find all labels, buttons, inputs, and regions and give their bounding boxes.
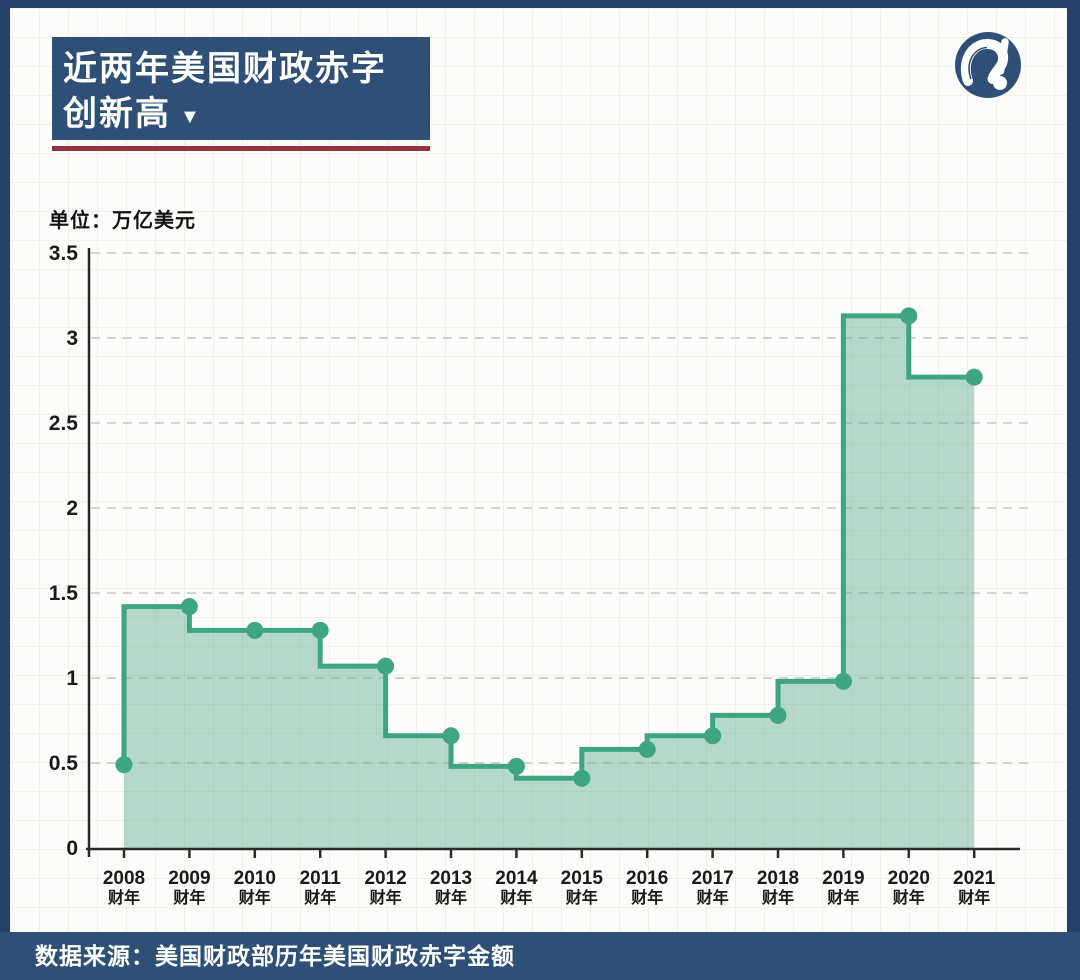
svg-text:2021: 2021: [953, 868, 996, 889]
svg-text:2.5: 2.5: [49, 412, 79, 435]
page-title-line2: 创新高 ▼: [63, 95, 200, 133]
svg-text:2012: 2012: [364, 868, 406, 889]
svg-text:2009: 2009: [168, 868, 210, 889]
svg-text:财年: 财年: [630, 888, 663, 907]
svg-text:2019: 2019: [822, 868, 864, 889]
deficit-step-chart: 3.532.521.510.502008财年2009财年2010财年2011财年…: [49, 242, 1028, 907]
svg-text:2018: 2018: [757, 868, 799, 889]
svg-text:财年: 财年: [172, 888, 205, 907]
title-card: 近两年美国财政赤字 创新高 ▼: [52, 37, 430, 140]
svg-text:财年: 财年: [303, 888, 336, 907]
svg-text:2017: 2017: [691, 868, 733, 889]
svg-text:3.5: 3.5: [49, 242, 79, 265]
svg-text:1: 1: [66, 667, 78, 690]
svg-text:2014: 2014: [495, 868, 538, 889]
unit-label: 单位：万亿美元: [49, 210, 196, 232]
svg-text:2016: 2016: [626, 868, 668, 889]
svg-text:财年: 财年: [369, 888, 402, 907]
svg-text:2008: 2008: [103, 868, 145, 889]
svg-text:财年: 财年: [696, 888, 729, 907]
svg-text:财年: 财年: [107, 888, 140, 907]
svg-text:2: 2: [66, 497, 78, 520]
page-title-line1: 近两年美国财政赤字: [63, 50, 387, 88]
svg-text:2015: 2015: [561, 868, 604, 889]
svg-text:0: 0: [66, 837, 78, 860]
svg-text:财年: 财年: [892, 888, 925, 907]
data-source-text: 数据来源：美国财政部历年美国财政赤字金额: [35, 943, 515, 969]
svg-text:财年: 财年: [957, 888, 990, 907]
svg-text:财年: 财年: [761, 888, 794, 907]
svg-text:2020: 2020: [888, 868, 930, 889]
svg-text:财年: 财年: [826, 888, 859, 907]
chart-canvas: 近两年美国财政赤字 创新高 ▼ 单位：万亿美元 3.5 3 2.5 2 1.5 1 0.5 0 2…: [10, 8, 1067, 932]
svg-text:财年: 财年: [238, 888, 271, 907]
svg-text:3: 3: [66, 327, 78, 350]
svg-text:2011: 2011: [300, 868, 342, 889]
svg-text:1.5: 1.5: [49, 582, 79, 605]
svg-text:财年: 财年: [565, 888, 598, 907]
brand-logo-icon: [955, 32, 1021, 98]
svg-text:0.5: 0.5: [49, 752, 79, 775]
title-underline: [52, 146, 430, 151]
svg-text:财年: 财年: [499, 888, 532, 907]
source-footer: 数据来源：美国财政部历年美国财政赤字金额: [0, 932, 1080, 980]
down-triangle-icon: ▼: [180, 106, 200, 128]
svg-text:2010: 2010: [234, 868, 276, 889]
svg-text:2013: 2013: [430, 868, 472, 889]
svg-text:财年: 财年: [434, 888, 467, 907]
